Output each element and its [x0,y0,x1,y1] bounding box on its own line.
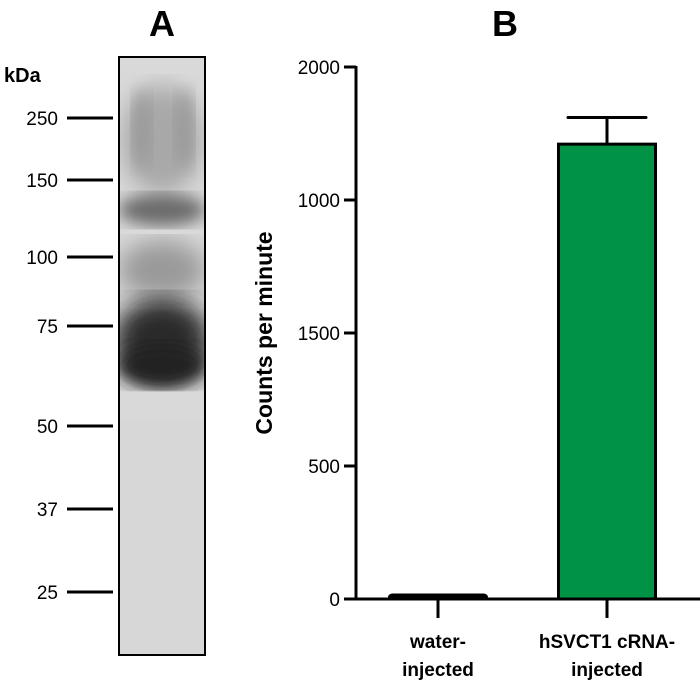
y-tick-label: 0 [329,590,340,611]
marker-label: 37 [37,500,58,521]
marker-label: 25 [37,583,58,604]
marker-label: 150 [26,171,58,192]
marker-label: 250 [26,109,58,130]
y-axis-label: Counts per minute [251,231,277,434]
y-tick-label: 1500 [298,324,340,345]
y-tick-label: 500 [308,457,340,478]
marker-label: 50 [37,417,58,438]
x-tick-label: injected [571,660,643,681]
gel-lane [118,56,206,656]
panel-a-letter: A [149,3,175,44]
x-tick-label: water- [409,632,466,653]
y-tick-label: 1000 [298,191,340,212]
y-tick-label: 2000 [298,58,340,79]
kda-label: kDa [4,65,42,87]
x-tick-label: injected [402,660,474,681]
bar [388,593,488,601]
marker-label: 100 [26,248,58,269]
bar [557,142,657,601]
marker-label: 75 [37,317,58,338]
panel-b-letter: B [492,3,518,44]
x-tick-label: hSVCT1 cRNA- [539,632,675,653]
